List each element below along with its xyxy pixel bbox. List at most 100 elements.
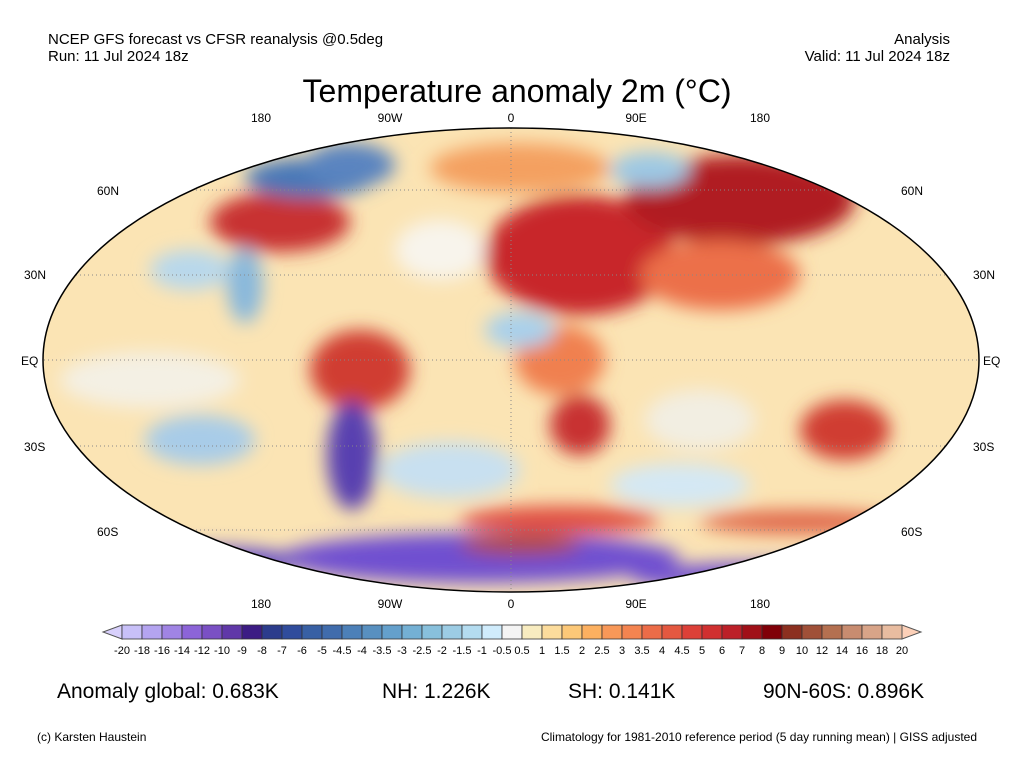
colorbar-bin (441, 624, 463, 640)
colorbar-tick-label: 7 (738, 645, 746, 657)
colorbar-bin (181, 624, 203, 640)
colorbar-tick-label: 2.5 (594, 645, 610, 657)
colorbar-tick-label: -14 (174, 645, 190, 657)
colorbar-bin (221, 624, 243, 640)
colorbar-bin (581, 624, 603, 640)
colorbar-tick-label: 1.5 (554, 645, 570, 657)
colorbar-tick-label: -3 (397, 645, 407, 657)
colorbar-bin (281, 624, 303, 640)
lat-label-left: 30S (24, 440, 46, 454)
colorbar-bin (481, 624, 503, 640)
colorbar-bin (381, 624, 403, 640)
colorbar-tick-label: -4 (357, 645, 367, 657)
colorbar-bin (361, 624, 383, 640)
colorbar-tick-label: 14 (835, 645, 849, 657)
colorbar-tick-label: -2 (437, 645, 447, 657)
lat-label-left: 30N (24, 268, 47, 282)
colorbar-bin (321, 624, 343, 640)
colorbar-bin (301, 624, 323, 640)
colorbar-bin (641, 624, 663, 640)
colorbar-bin (881, 624, 903, 640)
colorbar-tick-label: -5 (317, 645, 327, 657)
colorbar-tick-label: -1 (477, 645, 487, 657)
colorbar-bin (561, 624, 583, 640)
colorbar-tick-label: -7 (277, 645, 287, 657)
valid-label: Valid: 11 Jul 2024 18z (804, 48, 950, 65)
lat-label-right: 30S (973, 440, 995, 454)
source-label: NCEP GFS forecast vs CFSR reanalysis @0.… (48, 31, 384, 48)
colorbar-bin (801, 624, 823, 640)
lat-label-right: 30N (973, 268, 996, 282)
lon-label-bottom: 90E (625, 597, 647, 611)
colorbar-tick-label: -8 (257, 645, 267, 657)
global-anomaly: Anomaly global: 0.683K (57, 680, 279, 703)
colorbar-tick-label: -4.5 (332, 645, 352, 657)
colorbar-bin (141, 624, 163, 640)
colorbar-bin (601, 624, 623, 640)
lon-label-top: 0 (507, 111, 515, 125)
colorbar-tick-label: -1.5 (452, 645, 472, 657)
colorbar-tick-label: 0.5 (514, 645, 530, 657)
colorbar-tick-label: 10 (795, 645, 809, 657)
run-label: Run: 11 Jul 2024 18z (48, 48, 189, 65)
colorbar-bin (201, 624, 223, 640)
colorbar-bin (421, 624, 443, 640)
lon-label-top: 180 (250, 111, 272, 125)
lon-label-top: 90E (625, 111, 647, 125)
lat-label-right: EQ (983, 354, 1001, 368)
lon-label-bottom: 180 (749, 597, 771, 611)
colorbar-tick-label: 3.5 (634, 645, 650, 657)
lat-label-left: EQ (21, 354, 39, 368)
colorbar-tick-label: -20 (114, 645, 130, 657)
lat-label-right: 60N (901, 184, 924, 198)
colorbar-tick-label: 2 (578, 645, 586, 657)
colorbar-tick-label: 9 (778, 645, 786, 657)
lon-label-bottom: 180 (250, 597, 272, 611)
colorbar-bin (161, 624, 183, 640)
colorbar-tick-label: -3.5 (372, 645, 392, 657)
colorbar-bin (521, 624, 543, 640)
graticule (43, 128, 979, 592)
lat-label-right: 60S (901, 525, 923, 539)
lon-label-bottom: 90W (377, 597, 403, 611)
colorbar-tick-label: -6 (297, 645, 307, 657)
climatology-note: Climatology for 1981-2010 reference peri… (540, 730, 977, 744)
nh-anomaly: NH: 1.226K (382, 680, 491, 703)
colorbar-tick-label: 12 (815, 645, 829, 657)
colorbar-tick-label: 20 (895, 645, 909, 657)
band-anomaly: 90N-60S: 0.896K (763, 680, 925, 703)
colorbar-under-arrow (101, 624, 123, 640)
colorbar-tick-label: 5 (698, 645, 706, 657)
map-border (42, 127, 980, 593)
colorbar-tick-label: -0.5 (492, 645, 512, 657)
analysis-label: Analysis (894, 31, 950, 48)
colorbar-tick-label: 8 (758, 645, 766, 657)
colorbar-bin (241, 624, 263, 640)
colorbar-bin (721, 624, 743, 640)
lon-label-top: 90W (377, 111, 403, 125)
colorbar-tick-label: 16 (855, 645, 869, 657)
colorbar-bin (621, 624, 643, 640)
map-title: Temperature anomaly 2m (°C) (302, 73, 732, 109)
colorbar-bin (261, 624, 283, 640)
sh-anomaly: SH: 0.141K (568, 680, 676, 703)
colorbar-tick-label: -12 (194, 645, 210, 657)
colorbar-tick-label: 3 (618, 645, 626, 657)
colorbar-bin (121, 624, 143, 640)
colorbar-bin (741, 624, 763, 640)
lat-label-left: 60S (97, 525, 119, 539)
lat-label-left: 60N (97, 184, 120, 198)
colorbar-bin (501, 624, 523, 640)
colorbar-bin (681, 624, 703, 640)
colorbar-bin (401, 624, 423, 640)
colorbar-tick-label: -10 (214, 645, 230, 657)
colorbar-tick-label: 18 (875, 645, 889, 657)
colorbar-bin (701, 624, 723, 640)
colorbar-tick-label: 1 (538, 645, 546, 657)
colorbar (101, 624, 923, 640)
colorbar-bin (821, 624, 843, 640)
colorbar-tick-label: -18 (134, 645, 150, 657)
colorbar-bin (341, 624, 363, 640)
